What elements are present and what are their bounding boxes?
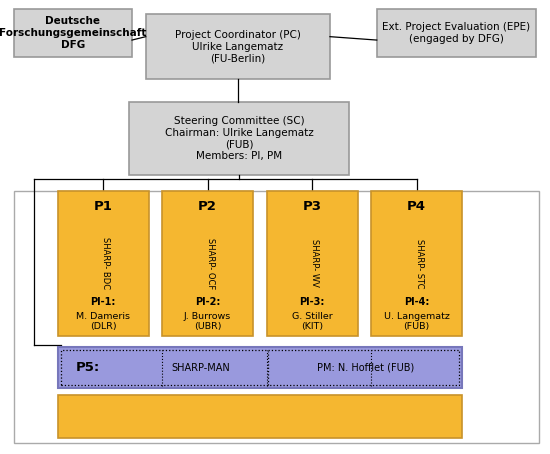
Text: SHARP- WV: SHARP- WV: [310, 239, 320, 287]
Text: Steering Committee (SC)
Chairman: Ulrike Langematz
(FUB)
Members: PI, PM: Steering Committee (SC) Chairman: Ulrike…: [165, 116, 314, 161]
Text: Project Coordinator (PC)
Ulrike Langematz
(FU-Berlin): Project Coordinator (PC) Ulrike Langemat…: [175, 30, 301, 63]
Text: SHARP- BDC: SHARP- BDC: [101, 237, 111, 289]
Bar: [61, 350, 459, 385]
Text: P3: P3: [302, 200, 322, 213]
Text: P5:: P5:: [76, 361, 100, 374]
Bar: [162, 191, 253, 336]
Bar: [146, 14, 330, 79]
Text: SHARP- STC: SHARP- STC: [415, 238, 424, 288]
Text: PI-1:: PI-1:: [90, 297, 116, 307]
Bar: [58, 395, 462, 438]
Bar: [377, 9, 536, 57]
Text: Deutsche
Forschungsgemeinschaft
DFG: Deutsche Forschungsgemeinschaft DFG: [0, 16, 146, 49]
Text: G. Stiller
(KIT): G. Stiller (KIT): [292, 312, 333, 331]
Text: PI-2:: PI-2:: [195, 297, 221, 307]
Text: J. Burrows
(UBR): J. Burrows (UBR): [184, 312, 231, 331]
Text: SHARP- OCF: SHARP- OCF: [206, 238, 215, 289]
Bar: [371, 191, 462, 336]
Bar: [129, 102, 349, 175]
Text: SHARP-MAN: SHARP-MAN: [172, 363, 230, 373]
Text: PI-3:: PI-3:: [299, 297, 325, 307]
Text: P1: P1: [94, 200, 113, 213]
Bar: [14, 191, 539, 443]
Text: PM: N. Hofflet (FUB): PM: N. Hofflet (FUB): [317, 363, 414, 373]
Bar: [267, 191, 358, 336]
Text: Ext. Project Evaluation (EPE)
(engaged by DFG): Ext. Project Evaluation (EPE) (engaged b…: [382, 22, 531, 44]
Bar: [14, 9, 132, 57]
Text: P4: P4: [407, 200, 426, 213]
Text: U. Langematz
(FUB): U. Langematz (FUB): [384, 312, 449, 331]
Bar: [58, 347, 462, 388]
Text: P2: P2: [198, 200, 217, 213]
Text: M. Dameris
(DLR): M. Dameris (DLR): [76, 312, 130, 331]
Bar: [58, 191, 148, 336]
Text: PI-4:: PI-4:: [404, 297, 430, 307]
